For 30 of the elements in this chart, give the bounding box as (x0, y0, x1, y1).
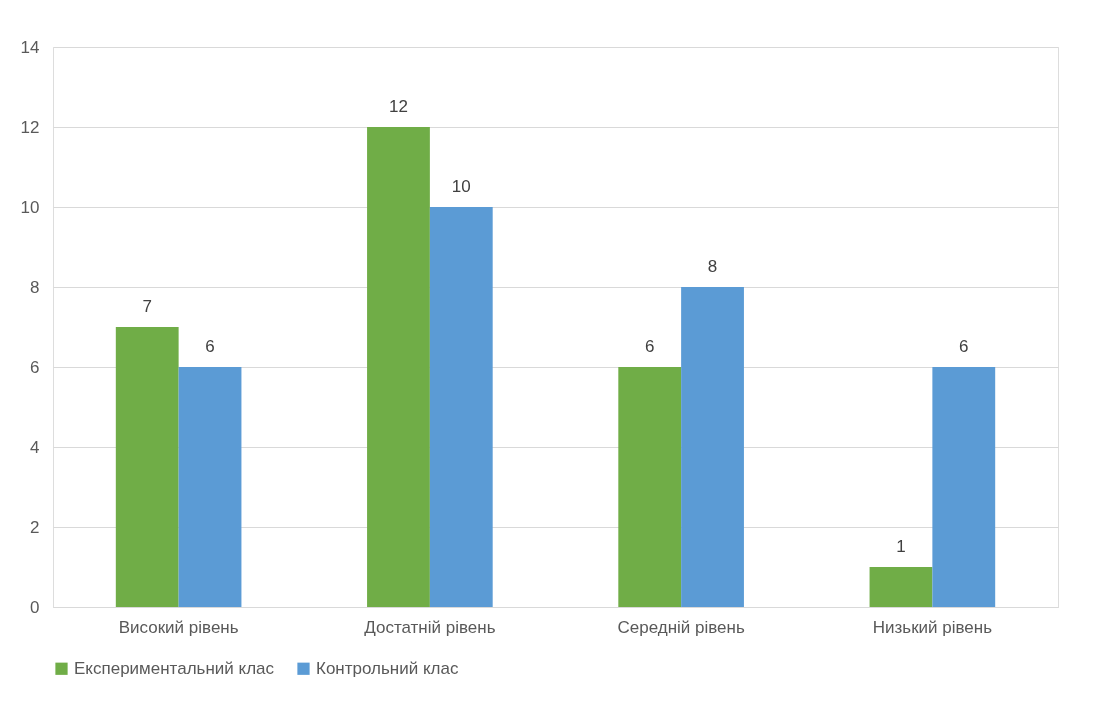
y-tick-label: 6 (30, 357, 40, 377)
bar (869, 567, 933, 607)
x-tick-label: Достатній рівень (364, 617, 496, 637)
x-tick-label: Низький рівень (872, 617, 993, 637)
y-tick-label: 8 (30, 277, 40, 297)
y-tick-label: 4 (30, 437, 40, 457)
bar (618, 367, 682, 607)
x-tick-label: Високий рівень (118, 617, 239, 637)
x-tick-label: Середній рівень (617, 617, 745, 637)
y-tick-label: 10 (20, 197, 40, 217)
bar (367, 127, 430, 607)
bar (932, 367, 996, 607)
y-tick-label: 2 (30, 517, 40, 537)
y-tick-label: 14 (20, 37, 40, 57)
data-label: 10 (451, 177, 471, 196)
bar (178, 367, 242, 607)
bar (429, 207, 493, 607)
y-tick-label: 0 (30, 597, 40, 617)
legend-label: Контрольний клас (316, 658, 459, 678)
legend-label: Експериментальний клас (74, 658, 275, 678)
data-label: 1 (896, 537, 906, 556)
data-label: 8 (707, 257, 718, 276)
data-label: 12 (389, 97, 408, 116)
bar (681, 287, 744, 607)
bar (115, 327, 179, 607)
data-label: 7 (142, 297, 152, 316)
data-label: 6 (959, 337, 969, 356)
data-label: 6 (205, 337, 215, 356)
data-label: 6 (644, 337, 655, 356)
y-tick-label: 12 (20, 117, 40, 137)
